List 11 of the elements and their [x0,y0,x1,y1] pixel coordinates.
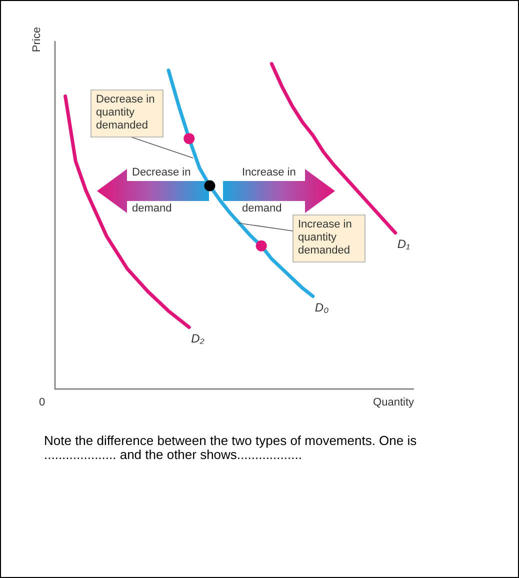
series-label: D₁ [397,237,410,252]
annotation: Decrease in quantity demanded [96,94,155,132]
text: Decrease in demand [132,166,191,215]
text: Note the difference between the two types of movements. One is .................... and the other shows.................. [44,433,418,462]
x-axis-title: Quantity [373,396,414,409]
series-label: D₂ [191,332,205,346]
annotation: Increase in quantity demanded [298,218,352,257]
text: Increase in demand [242,166,296,215]
y-axis-title: Price [31,27,44,52]
text: 0 [39,396,46,409]
series-label: D₀ [314,300,329,315]
